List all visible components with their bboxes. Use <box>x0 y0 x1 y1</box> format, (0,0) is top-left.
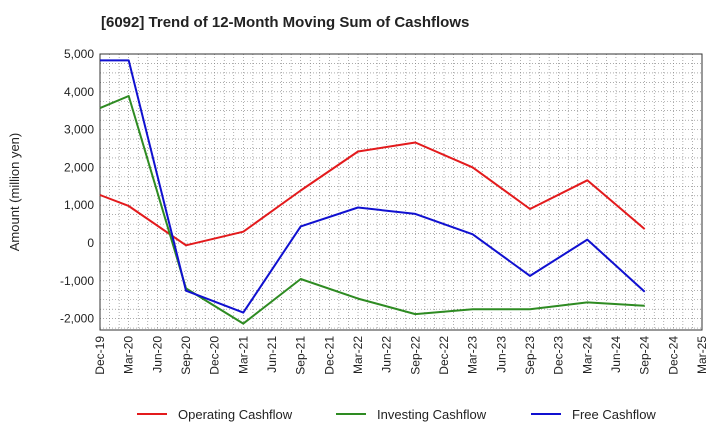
y-tick-label: 5,000 <box>64 47 94 61</box>
y-tick-label: 3,000 <box>64 123 94 137</box>
x-tick-label: Dec-23 <box>552 336 566 375</box>
y-tick-label: -2,000 <box>60 312 94 326</box>
x-tick-label: Mar-24 <box>580 336 594 374</box>
series-line-operating-cashflow <box>99 141 646 247</box>
x-tick-label: Sep-20 <box>179 336 193 375</box>
y-axis-label: Amount (million yen) <box>7 133 22 252</box>
series-layer <box>99 59 646 325</box>
plot-frame <box>99 53 703 331</box>
x-tick-label: Dec-20 <box>208 336 222 375</box>
x-tick-label: Dec-22 <box>437 336 451 375</box>
x-tick-label: Jun-22 <box>380 336 394 373</box>
x-tick-label: Jun-23 <box>494 336 508 373</box>
chart-title: [6092] Trend of 12-Month Moving Sum of C… <box>101 14 470 31</box>
y-tick-label: 4,000 <box>64 85 94 99</box>
legend-label-investing-cashflow: Investing Cashflow <box>377 407 487 422</box>
x-tick-label: Sep-22 <box>408 336 422 375</box>
x-tick-label: Sep-24 <box>638 336 652 375</box>
legend-label-free-cashflow: Free Cashflow <box>572 407 656 422</box>
x-tick-label: Mar-23 <box>466 336 480 374</box>
y-tick-label: 1,000 <box>64 198 94 212</box>
y-tick-label: -1,000 <box>60 274 94 288</box>
x-tick-label: Jun-21 <box>265 336 279 373</box>
grid-layer <box>99 53 703 330</box>
y-tick-label: 2,000 <box>64 160 94 174</box>
legend: Operating Cashflow Investing Cashflow Free… <box>137 407 656 422</box>
x-tick-label: Dec-24 <box>666 336 680 375</box>
series-line-investing-cashflow <box>99 95 645 325</box>
x-tick-label: Mar-21 <box>236 336 250 374</box>
x-tick-label: Dec-19 <box>93 336 107 375</box>
x-tick-label: Dec-21 <box>322 336 336 375</box>
x-tick-label: Mar-20 <box>122 336 136 374</box>
y-tick-labels: 5,000 4,000 3,000 2,000 1,000 0 -1,000 -2,000 <box>60 47 94 326</box>
x-tick-labels: Dec-19 Mar-20 Jun-20 Sep-20 Dec-20 Mar-21 Jun-… <box>93 336 709 375</box>
legend-label-operating-cashflow: Operating Cashflow <box>178 407 293 422</box>
x-tick-label: Mar-22 <box>351 336 365 374</box>
x-tick-label: Jun-20 <box>150 336 164 373</box>
x-tick-label: Mar-25 <box>695 336 709 374</box>
y-tick-label: 0 <box>87 236 94 250</box>
x-tick-label: Sep-21 <box>294 336 308 375</box>
x-tick-label: Jun-24 <box>609 336 623 373</box>
x-tick-label: Sep-23 <box>523 336 537 375</box>
